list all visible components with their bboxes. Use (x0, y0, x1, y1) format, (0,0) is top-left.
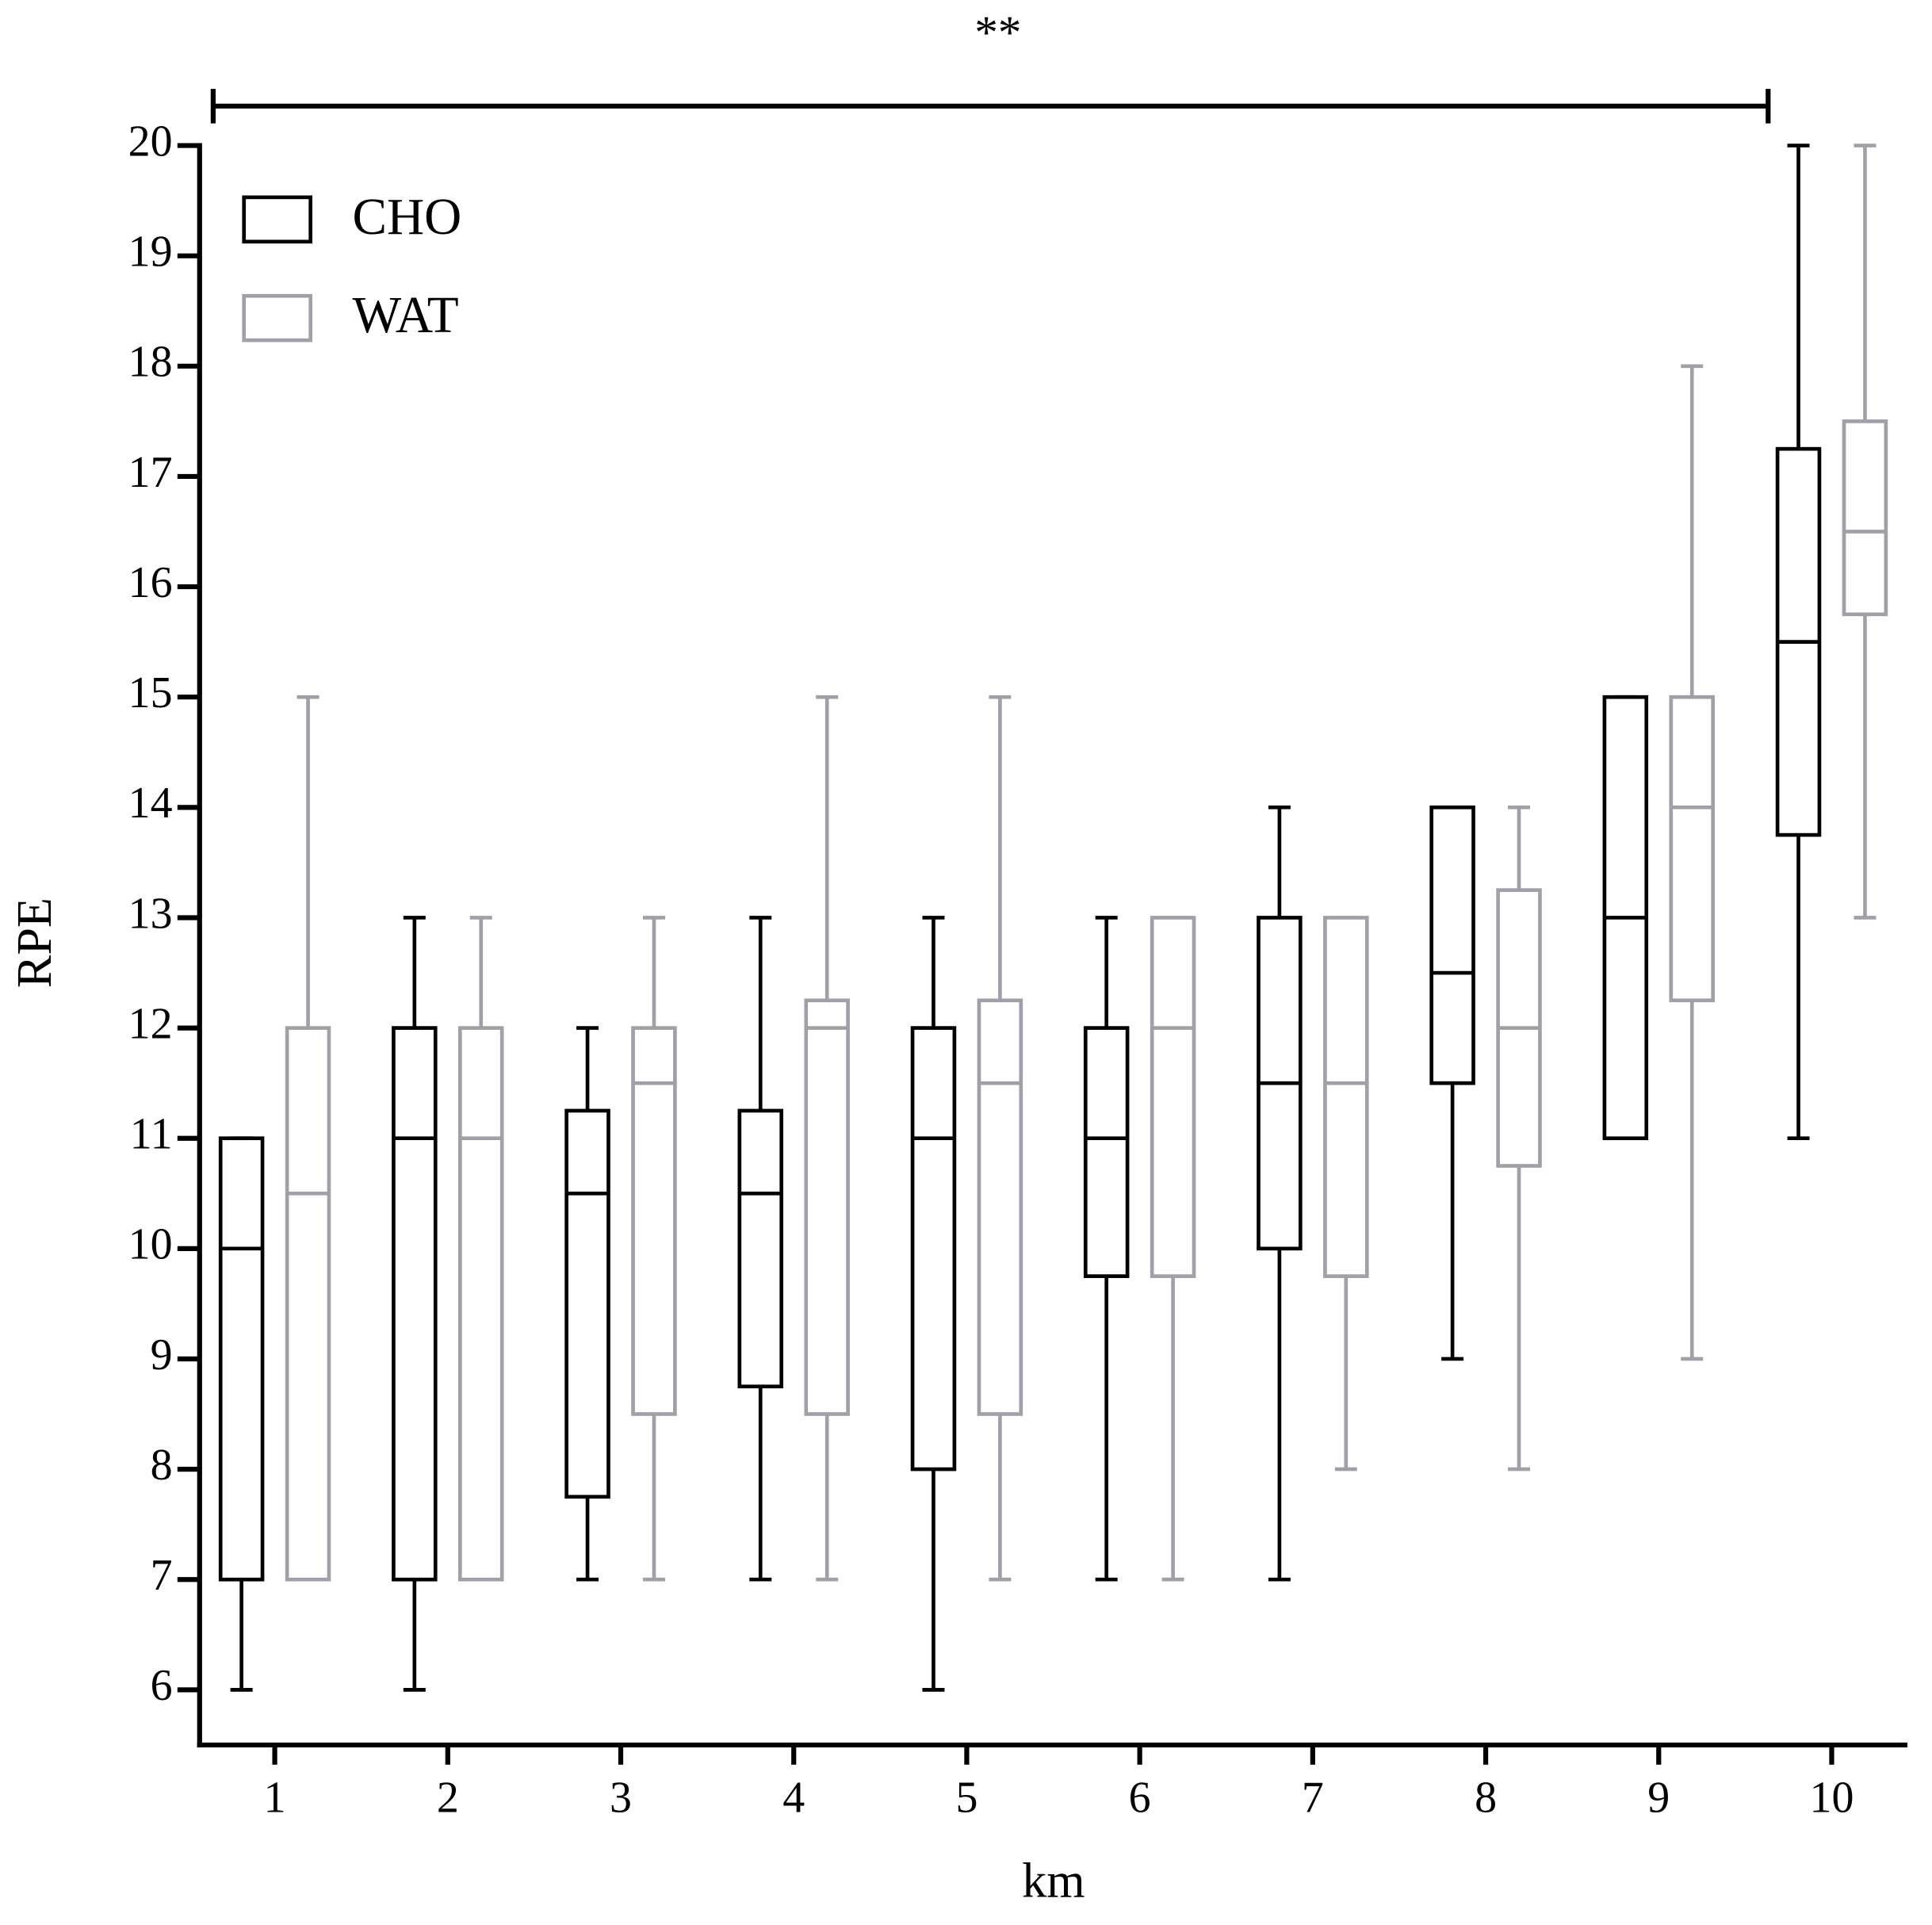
significance-label: ** (974, 6, 1021, 58)
x-axis-title: km (1022, 1854, 1085, 1908)
box (804, 998, 850, 1416)
x-tick-label: 8 (1475, 1773, 1497, 1822)
box (458, 1026, 504, 1582)
y-tick-label: 6 (151, 1661, 173, 1710)
y-tick-label: 15 (128, 668, 173, 718)
y-tick-label: 10 (128, 1220, 173, 1269)
y-tick-label: 13 (128, 889, 173, 938)
y-tick-label: 12 (128, 999, 173, 1048)
x-tick-label: 5 (955, 1773, 977, 1822)
y-tick-label: 19 (128, 228, 173, 277)
legend-swatch (242, 195, 312, 244)
legend-label: CHO (353, 189, 462, 246)
y-tick-label: 20 (128, 117, 173, 166)
box (1083, 1026, 1130, 1278)
y-tick-label: 8 (151, 1441, 173, 1490)
x-tick-label: 9 (1647, 1773, 1670, 1822)
legend-label: WAT (353, 287, 459, 344)
box (218, 1136, 265, 1582)
legend-swatch (242, 293, 312, 343)
box (564, 1108, 610, 1499)
box (977, 998, 1023, 1416)
y-tick-label: 11 (130, 1110, 173, 1159)
box (631, 1026, 677, 1416)
box (737, 1108, 784, 1389)
x-tick-label: 6 (1129, 1773, 1151, 1822)
y-tick-label: 9 (151, 1330, 173, 1380)
box (1669, 695, 1715, 1003)
box (910, 1026, 957, 1471)
y-tick-label: 7 (151, 1551, 173, 1600)
box (1150, 916, 1196, 1278)
x-tick-label: 7 (1302, 1773, 1324, 1822)
x-tick-label: 3 (610, 1773, 632, 1822)
x-tick-label: 1 (264, 1773, 286, 1822)
y-axis-title: RPE (8, 897, 62, 988)
significance-bracket (210, 89, 1771, 124)
box (1842, 419, 1888, 617)
y-tick-label: 17 (128, 448, 173, 497)
x-tick-label: 2 (437, 1773, 459, 1822)
box (1323, 916, 1369, 1278)
box (392, 1026, 438, 1582)
y-tick-label: 16 (128, 558, 173, 607)
x-tick-label: 4 (782, 1773, 805, 1822)
box (1429, 805, 1475, 1085)
x-tick-label: 10 (1810, 1773, 1854, 1822)
box (285, 1026, 331, 1582)
y-tick-label: 18 (128, 338, 173, 387)
y-tick-label: 14 (128, 779, 173, 828)
